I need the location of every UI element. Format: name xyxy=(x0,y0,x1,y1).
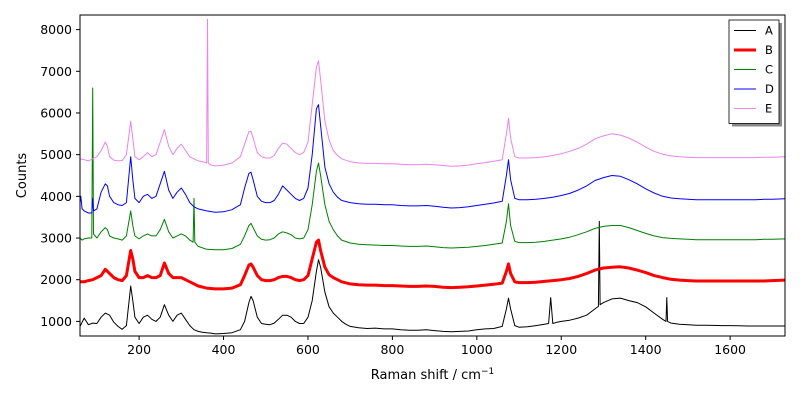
y-tick-label: 1000 xyxy=(40,314,72,329)
x-tick-label: 1600 xyxy=(714,342,746,357)
x-tick-label: 200 xyxy=(127,342,151,357)
legend-label-b: B xyxy=(765,43,773,57)
x-axis: 200 400 600 800 1000 1200 1400 1600 xyxy=(127,336,746,357)
series-layer xyxy=(80,18,785,335)
y-tick-label: 2000 xyxy=(40,272,72,287)
legend-box xyxy=(728,19,780,124)
x-tick-label: 400 xyxy=(212,342,236,357)
series-line-d xyxy=(80,104,785,214)
x-tick-label: 800 xyxy=(380,342,404,357)
series-line-e xyxy=(80,18,785,167)
legend-label-e: E xyxy=(765,102,772,116)
plot-frame xyxy=(79,14,786,337)
x-axis-label: Raman shift / cm−1 xyxy=(371,367,495,383)
series-line-b xyxy=(80,238,785,291)
y-tick-label: 8000 xyxy=(40,22,72,37)
x-tick-label: 1400 xyxy=(630,342,662,357)
x-tick-label: 1000 xyxy=(461,342,493,357)
y-tick-label: 7000 xyxy=(40,64,72,79)
y-axis-label: Counts xyxy=(15,153,30,199)
legend-label-d: D xyxy=(765,82,774,96)
legend-label-c: C xyxy=(765,63,773,77)
x-tick-label: 600 xyxy=(296,342,320,357)
series-line-a xyxy=(80,220,785,335)
x-axis-label-text: Raman shift / cm xyxy=(371,368,481,383)
x-axis-label-superscript: −1 xyxy=(481,367,494,377)
y-tick-label: 6000 xyxy=(40,105,72,120)
y-tick-label: 4000 xyxy=(40,189,72,204)
x-tick-label: 1200 xyxy=(545,342,577,357)
series-line-c xyxy=(80,87,785,251)
y-tick-label: 3000 xyxy=(40,231,72,246)
legend-label-a: A xyxy=(765,24,773,38)
y-axis: 1000 2000 3000 4000 5000 6000 7000 8000 xyxy=(40,22,80,329)
y-tick-label: 5000 xyxy=(40,147,72,162)
